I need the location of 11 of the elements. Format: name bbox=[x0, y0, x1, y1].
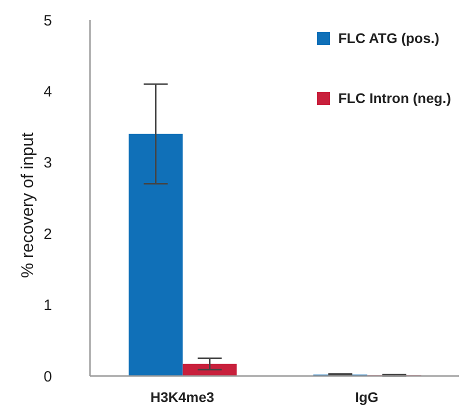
x-tick-label: IgG bbox=[355, 388, 379, 405]
y-axis-title: % recovery of input bbox=[18, 132, 38, 278]
x-tick-label: H3K4me3 bbox=[150, 388, 214, 405]
legend-label: FLC ATG (pos.) bbox=[338, 30, 440, 46]
y-tick-label: 3 bbox=[44, 154, 52, 172]
y-tick-label: 1 bbox=[44, 297, 52, 314]
y-tick-label: 4 bbox=[44, 84, 52, 101]
y-tick-label: 5 bbox=[44, 12, 52, 30]
y-tick-label: 2 bbox=[44, 226, 52, 243]
legend-label: FLC Intron (neg.) bbox=[338, 90, 451, 106]
y-tick-label: 0 bbox=[44, 368, 52, 386]
